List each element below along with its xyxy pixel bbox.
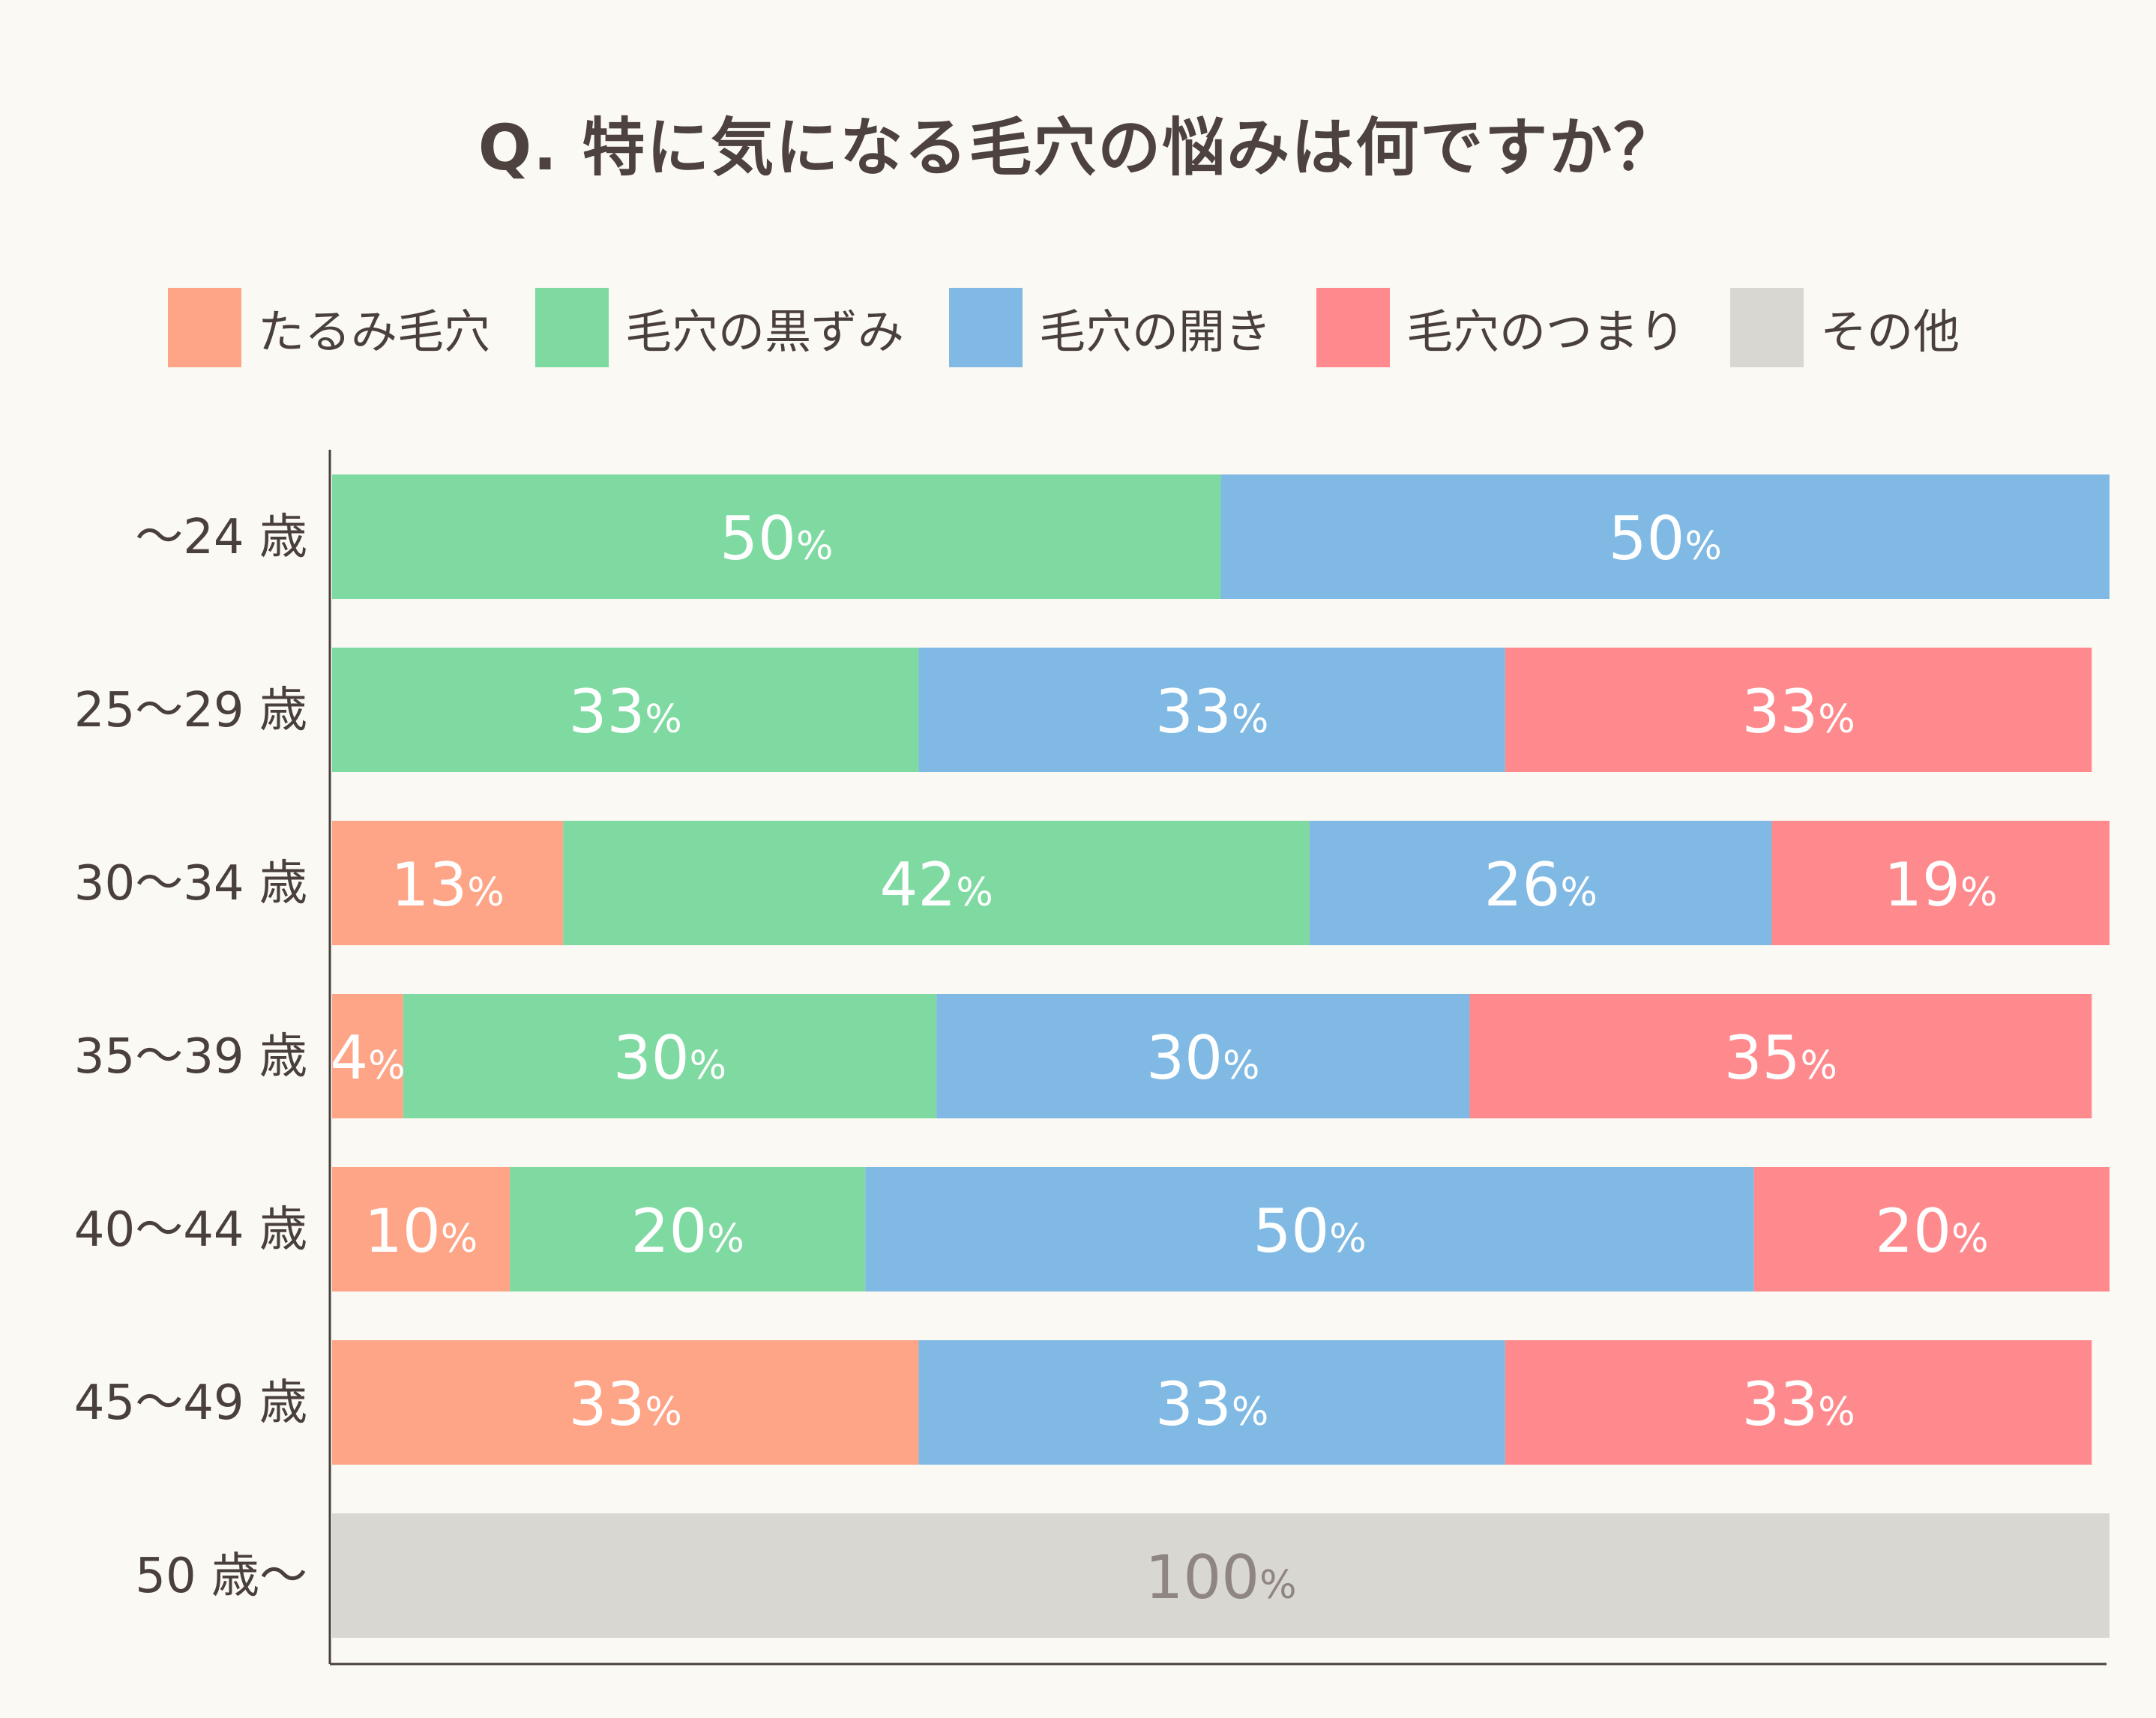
legend-label: 毛穴のつまり [1406,304,1686,359]
data-label: 33% [1741,1369,1855,1439]
bar-segment [918,1340,1505,1465]
bar-segment [1771,821,2110,945]
category-label: 50 歳～ [135,1549,307,1604]
legend-item: その他 [1730,288,1960,367]
category-label: 45～49 歳 [74,1375,307,1431]
bar-segment [332,1340,919,1465]
category-label: 40～44 歳 [74,1202,307,1258]
data-label: 50% [720,504,833,573]
legend-item: たるみ毛穴 [168,288,490,367]
category-label: 25～29 歳 [74,683,307,738]
chart-title: Q. 特に気になる毛穴の悩みは何ですか？ [478,111,1678,184]
legend-swatch [168,288,241,367]
bar-segment [332,1167,511,1291]
bar-segment [1505,648,2092,772]
bar-segment [1220,474,2110,599]
data-label: 20% [1875,1196,1988,1266]
legend-swatch [1730,288,1804,367]
data-label: 33% [569,677,682,747]
bar-segment [403,994,937,1118]
data-label: 30% [1146,1023,1259,1093]
bar-segment [510,1167,866,1291]
bar-segment [918,648,1505,772]
data-label: 33% [1155,677,1268,747]
legend-label: 毛穴の開き [1039,304,1272,359]
data-label: 26% [1484,850,1598,920]
bar-segment [936,994,1470,1118]
bar-segment [865,1167,1754,1291]
legend-label: たるみ毛穴 [258,304,491,359]
bar-segment [1469,994,2092,1118]
category-label: ～24 歳 [135,510,307,565]
bar-segment [332,474,1221,599]
bar-segment [1753,1167,2110,1291]
bar-segment [1505,1340,2092,1465]
bar-segment [332,994,403,1118]
bar-segment [332,648,919,772]
data-label: 10% [364,1196,478,1266]
legend-label: その他 [1820,304,1960,359]
data-label: 33% [1155,1369,1268,1439]
data-label: 19% [1884,850,1997,920]
data-label: 13% [391,850,505,920]
legend-label: 毛穴の黒ずみ [625,304,905,359]
legend: たるみ毛穴 毛穴の黒ずみ 毛穴の開き 毛穴のつまり その他 [168,288,2005,367]
bar-segment [563,821,1310,945]
legend-swatch [949,288,1023,367]
legend-item: 毛穴の黒ずみ [535,288,904,367]
category-label: 35～39 歳 [74,1029,307,1085]
data-label: 50% [1253,1196,1366,1266]
legend-swatch [535,288,609,367]
data-label: 30% [613,1023,726,1093]
data-label: 20% [631,1196,744,1266]
legend-item: 毛穴のつまり [1316,288,1685,367]
data-label: 100% [1145,1543,1296,1612]
data-label: 35% [1724,1023,1837,1093]
data-label: 33% [569,1369,682,1439]
data-label: 4% [330,1023,405,1093]
category-label: 30～34 歳 [74,856,307,911]
data-label: 42% [880,850,993,920]
bar-segment [332,821,564,945]
data-label: 33% [1741,677,1855,747]
legend-item: 毛穴の開き [949,288,1271,367]
bar-segment [332,1513,2110,1638]
bar-segment [1310,821,1772,945]
data-label: 50% [1609,504,1722,573]
legend-swatch [1316,288,1391,367]
